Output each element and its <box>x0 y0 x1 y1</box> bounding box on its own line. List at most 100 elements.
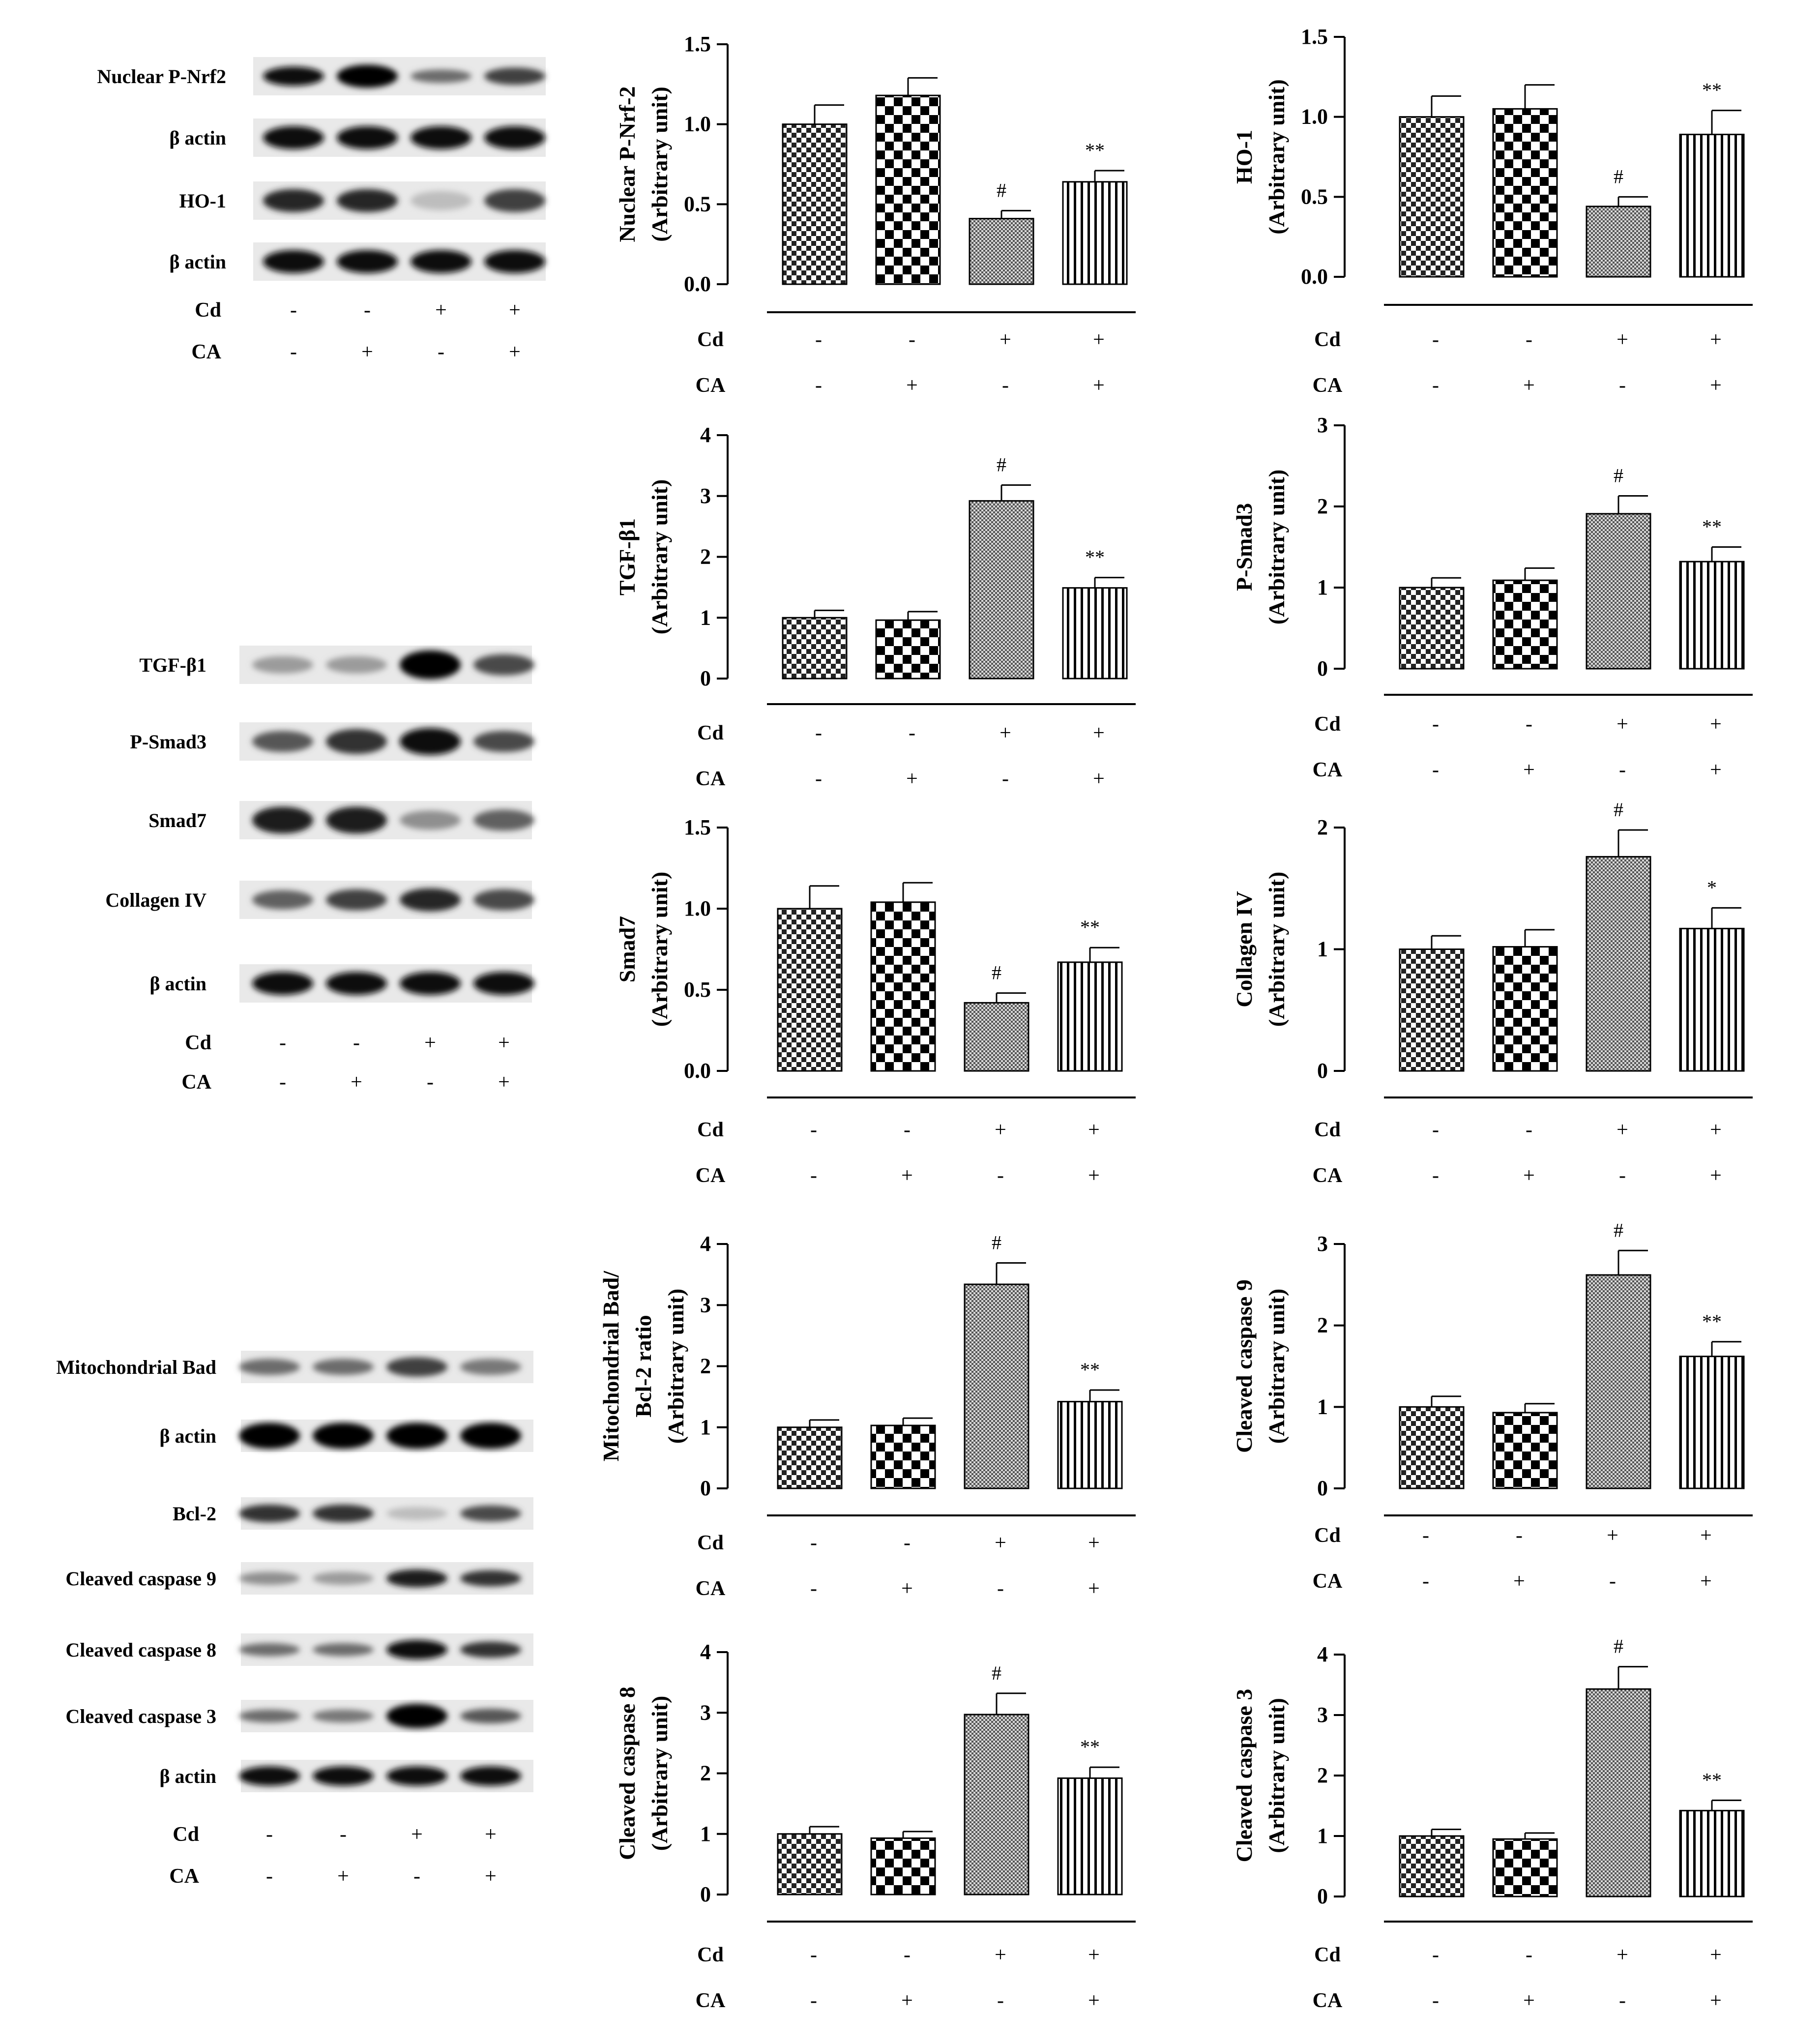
significance-mark: ** <box>1080 916 1100 938</box>
bar <box>782 123 848 285</box>
blot-cd-sign: - <box>340 1823 347 1846</box>
y-tick-label: 1.5 <box>1301 25 1328 49</box>
bar <box>1586 513 1651 670</box>
y-axis-label: Cleaved caspase 3 (Arbitrary unit) <box>1232 1689 1289 1863</box>
blot-row-label: Cleaved caspase 9 <box>65 1568 216 1590</box>
cd-sign: - <box>1432 1119 1439 1141</box>
ca-sign: + <box>1513 1570 1525 1593</box>
chart-3: 0 1 2 3 4 TGF-β1 (Arbitrary unit) # ** Cd CA - - + + - +… <box>615 423 1136 790</box>
y-tick-label: 4 <box>700 1640 711 1664</box>
y-axis-label-line: (Arbitrary unit) <box>647 1696 672 1851</box>
y-tick-label: 0 <box>1317 1476 1328 1500</box>
y-axis-label: P-Smad3 (Arbitrary unit) <box>1232 470 1289 625</box>
cd-sign: - <box>810 1119 817 1141</box>
chart-9: 0 1 2 3 4 Cleaved caspase 8 (Arbitrary unit) # *… <box>615 1640 1136 2012</box>
y-axis-label-line: Bcl-2 ratio <box>631 1315 656 1417</box>
cd-sign: + <box>1088 1532 1100 1554</box>
bar <box>1679 1356 1745 1489</box>
bar <box>1399 1835 1465 1897</box>
ca-row-label: CA <box>1313 1570 1343 1593</box>
cd-sign: + <box>1617 328 1628 351</box>
y-tick-label: 1 <box>1317 575 1328 599</box>
cd-row-label: Cd <box>697 328 724 351</box>
significance-mark: ** <box>1702 1310 1722 1333</box>
cd-row-label: Cd <box>697 1532 724 1554</box>
blot-band <box>386 1357 447 1377</box>
cd-sign: - <box>1432 1944 1439 1966</box>
y-tick-label: 0.5 <box>684 192 711 216</box>
ca-row-label: CA <box>1313 1989 1343 2012</box>
ca-sign: - <box>810 1164 817 1187</box>
blot-row-label: β actin <box>149 973 206 995</box>
y-axis-label: TGF-β1 (Arbitrary unit) <box>615 479 672 635</box>
bar <box>1399 116 1465 278</box>
cd-sign: - <box>1526 713 1532 736</box>
bar <box>875 619 941 680</box>
blot-row-label: β actin <box>159 1765 216 1787</box>
blot-cd-label: Cd <box>185 1032 211 1054</box>
y-axis-label-line: (Arbitrary unit) <box>1264 872 1289 1027</box>
significance-mark: * <box>1707 876 1717 898</box>
cd-sign: - <box>810 1532 817 1554</box>
bar <box>964 1283 1029 1489</box>
cd-sign: + <box>1617 713 1628 736</box>
blot-band <box>400 650 461 680</box>
ca-sign: - <box>815 374 822 397</box>
blot-cd-label: Cd <box>195 299 221 322</box>
bar <box>964 1002 1029 1072</box>
bar <box>1062 587 1128 680</box>
chart-10: 0 1 2 3 4 Cleaved caspase 3 (Arbitrary unit) # *… <box>1232 1635 1753 2012</box>
y-axis-label-line: Cleaved caspase 8 <box>615 1687 640 1860</box>
cd-row-label: Cd <box>1314 1524 1341 1547</box>
cd-sign: + <box>999 328 1011 351</box>
blot-band <box>400 810 461 830</box>
significance-mark: ** <box>1702 516 1722 538</box>
significance-mark: # <box>992 962 1001 984</box>
cd-sign: + <box>1617 1119 1628 1141</box>
blot-ca-sign: - <box>290 341 297 363</box>
bar <box>1057 1777 1123 1896</box>
chart-2: 0.0 0.5 1.0 1.5 HO-1 (Arbitrary unit) # ** Cd CA -… <box>1232 25 1753 397</box>
significance-mark: # <box>997 453 1006 475</box>
y-axis-label: HO-1 (Arbitrary unit) <box>1232 79 1289 235</box>
blot-row-label: Cleaved caspase 8 <box>65 1639 216 1661</box>
bar <box>875 94 941 285</box>
blot-band <box>313 1359 374 1375</box>
blot-band <box>326 806 387 834</box>
y-tick-label: 2 <box>1317 1763 1328 1787</box>
ca-sign: - <box>1432 1989 1439 2012</box>
ca-sign: + <box>1523 1989 1535 2012</box>
ca-row-label: CA <box>1313 759 1343 781</box>
blot-band <box>400 972 461 995</box>
cd-sign: + <box>995 1532 1006 1554</box>
ca-sign: + <box>1710 759 1722 781</box>
blot-panel-1: Nuclear P-Nrf2 β actin HO-1 β actin Cd CA - - + +… <box>97 57 546 363</box>
ca-row-label: CA <box>1313 1164 1343 1187</box>
bar <box>1399 1406 1465 1489</box>
ca-row-label: CA <box>696 1577 726 1600</box>
y-tick-label: 3 <box>700 1700 711 1724</box>
y-axis-label-line: (Arbitrary unit) <box>647 872 672 1027</box>
y-axis-label: Nuclear P-Nrf-2 (Arbitrary unit) <box>615 86 672 242</box>
blot-band <box>313 1504 374 1523</box>
ca-sign: + <box>901 1577 913 1600</box>
ca-sign: + <box>1088 1164 1100 1187</box>
blot-band <box>473 809 534 831</box>
blot-band <box>411 191 471 210</box>
blot-row-label: Mitochondrial Bad <box>56 1356 216 1378</box>
significance-mark: # <box>997 179 1006 201</box>
cd-sign: + <box>995 1944 1006 1966</box>
y-tick-label: 1.0 <box>684 896 711 920</box>
blot-band <box>337 64 398 88</box>
blot-band <box>386 1766 447 1786</box>
blot-ca-sign: + <box>498 1071 510 1094</box>
y-axis-label-line: Cleaved caspase 3 <box>1232 1689 1257 1863</box>
cd-row-label: Cd <box>1314 1944 1341 1966</box>
ca-sign: + <box>1710 1164 1722 1187</box>
bar <box>1586 206 1651 278</box>
chart-8: 0 1 2 3 Cleaved caspase 9 (Arbitrary unit) # **… <box>1232 1219 1753 1593</box>
cd-sign: - <box>1526 328 1532 351</box>
y-tick-label: 0 <box>1317 656 1328 681</box>
blot-band <box>400 728 461 755</box>
significance-mark: # <box>1614 465 1623 487</box>
